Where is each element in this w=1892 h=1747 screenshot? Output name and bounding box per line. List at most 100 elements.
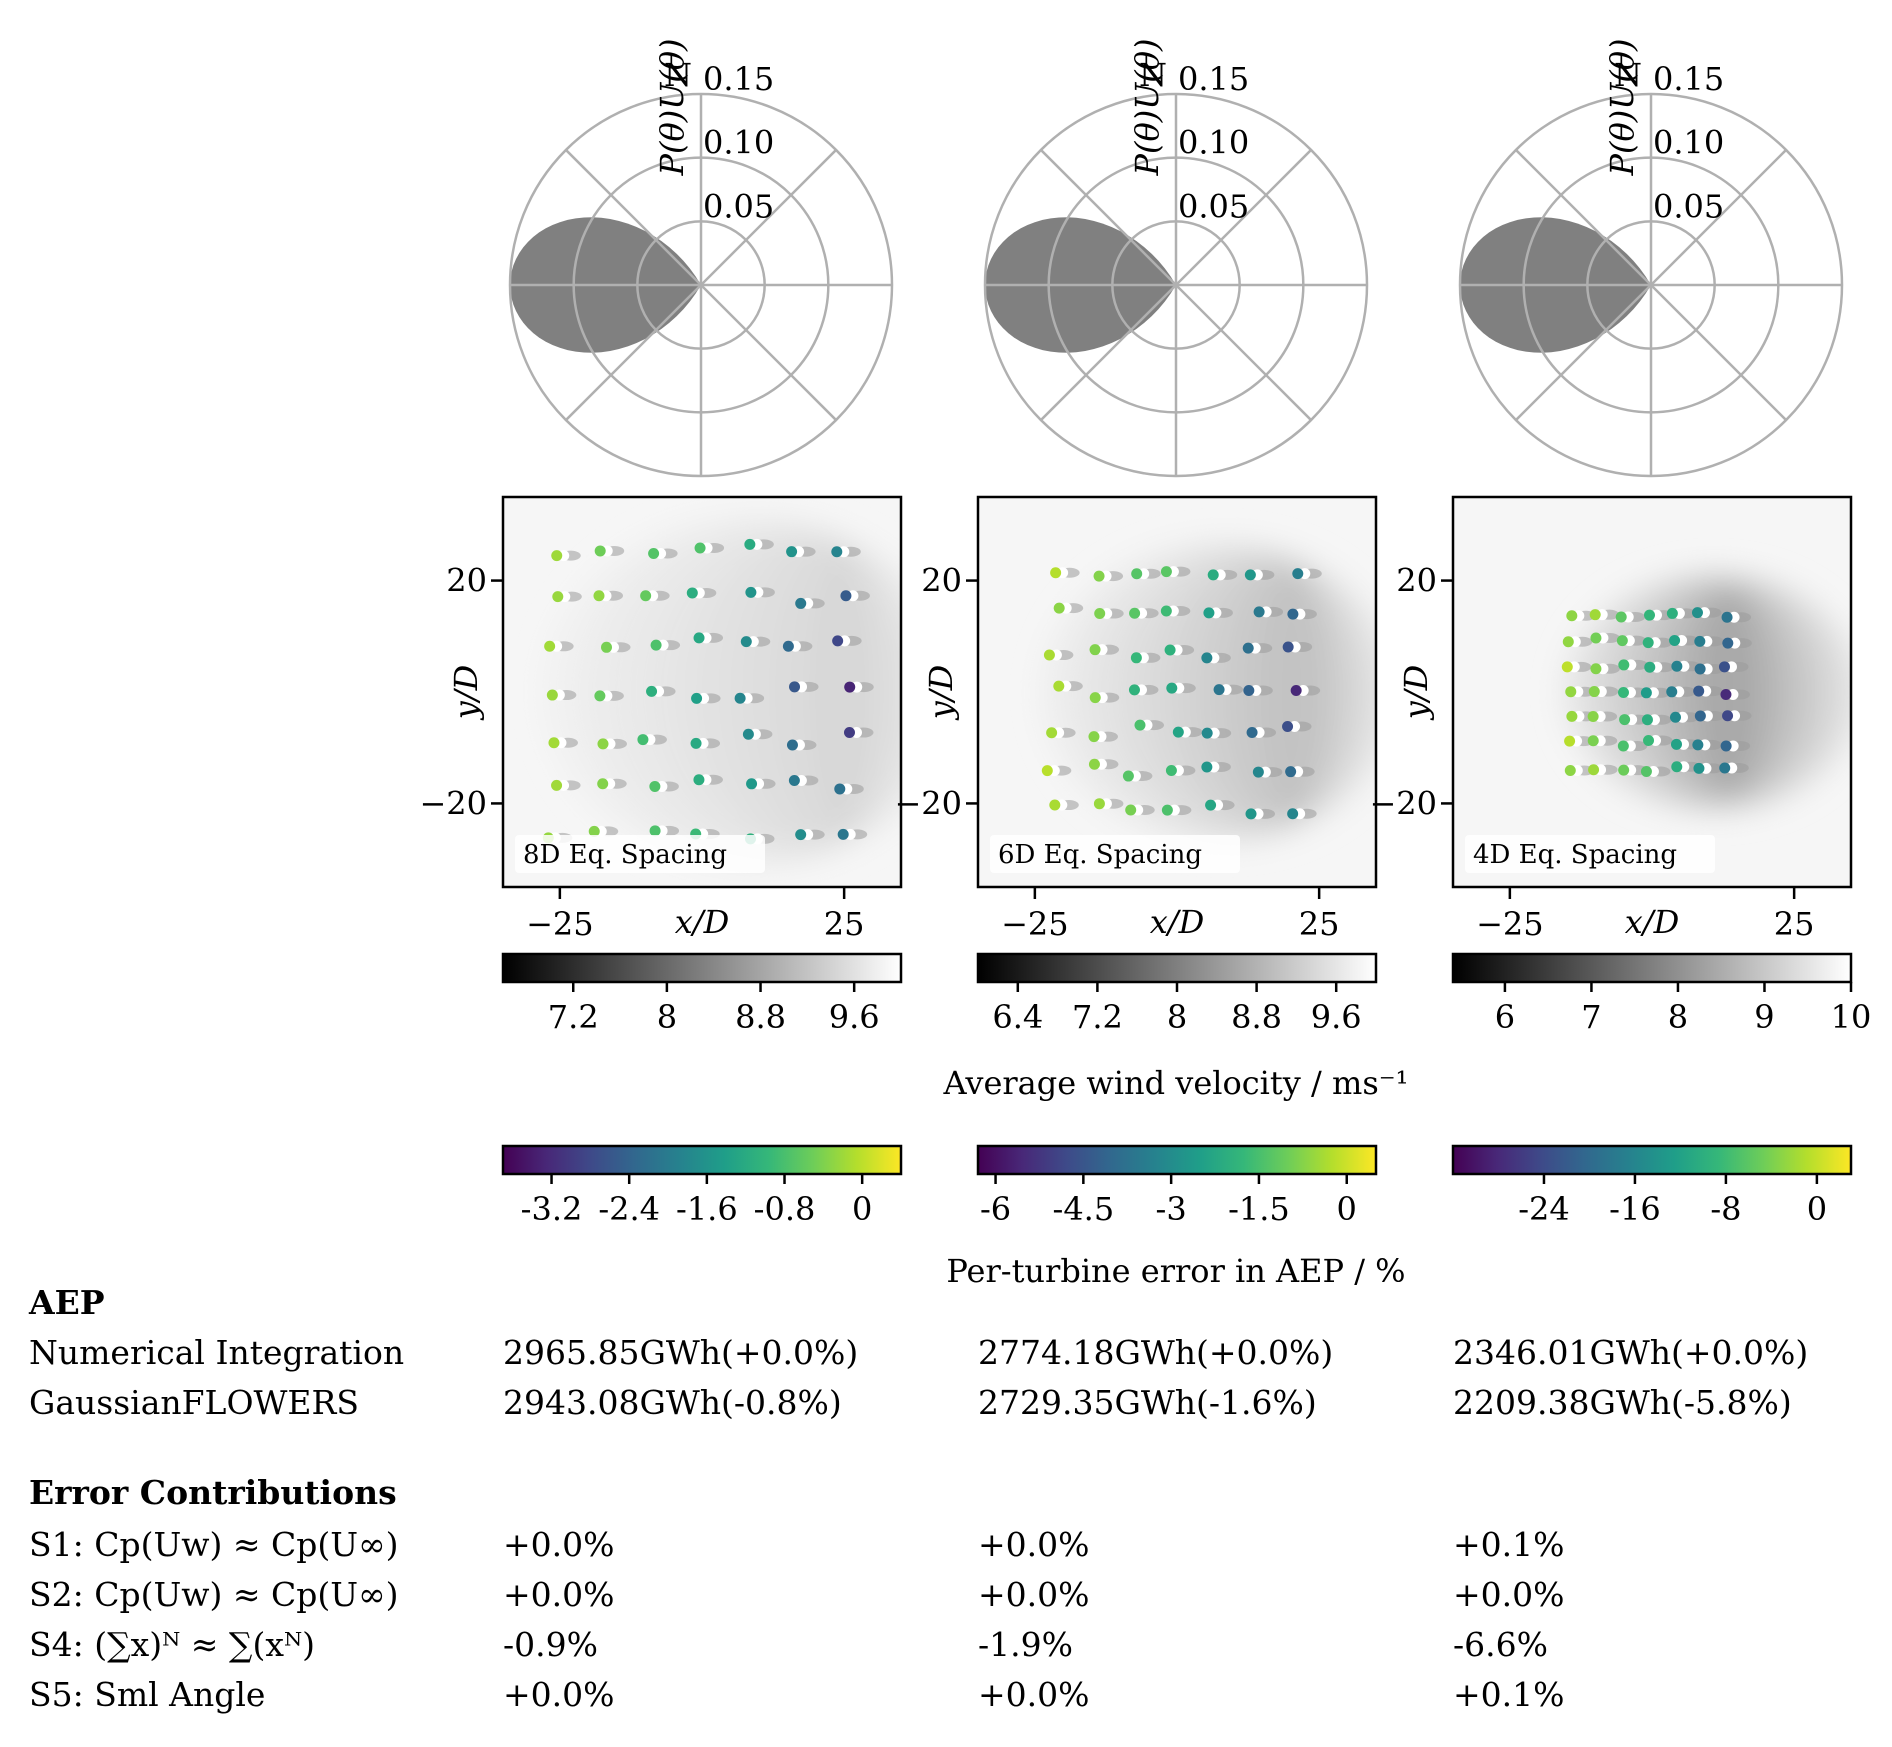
turbine-marker	[746, 778, 758, 790]
turbine-marker	[1564, 735, 1576, 747]
turbine-marker	[1566, 610, 1578, 622]
turbine-marker	[1671, 660, 1683, 672]
rose-r-tick-label: 0.10	[703, 124, 774, 162]
y-axis-label: y/D	[447, 665, 485, 722]
x-tick-label: 25	[824, 905, 865, 943]
turbine-marker	[1207, 569, 1219, 581]
turbine-marker	[1617, 740, 1629, 752]
turbine-marker	[1720, 740, 1732, 752]
velocity-colorbar-tick-label: 9.6	[829, 998, 880, 1036]
turbine-marker	[795, 829, 807, 841]
error-colorbar-tick-label: -2.4	[598, 1190, 660, 1228]
error-row-value: -6.6%	[1453, 1625, 1548, 1664]
error-colorbar-tick-label: -6	[980, 1190, 1011, 1228]
y-tick-label: −20	[894, 784, 962, 822]
turbine-marker	[744, 538, 756, 550]
error-row-value: +0.1%	[1453, 1525, 1565, 1564]
turbine-marker	[686, 587, 698, 599]
turbine-marker	[832, 635, 844, 647]
aep-row-value: 2774.18GWh(+0.0%)	[978, 1333, 1334, 1372]
turbine-marker	[1201, 761, 1213, 773]
error-row-value: +0.0%	[503, 1525, 615, 1564]
turbine-marker	[1643, 735, 1655, 747]
turbine-marker	[1589, 609, 1601, 621]
turbine-marker	[1618, 659, 1630, 671]
turbine-marker	[782, 640, 794, 652]
y-tick-label: 20	[921, 562, 962, 600]
turbine-marker	[593, 590, 605, 602]
turbine-marker	[597, 738, 609, 750]
error-row-label: S1: Cp(Uw) ≈ Cp(U∞)	[29, 1525, 399, 1564]
turbine-marker	[1089, 692, 1101, 704]
x-axis-label: x/D	[675, 903, 729, 941]
turbine-marker	[1201, 652, 1213, 664]
turbine-marker	[1243, 685, 1255, 697]
error-row-label: S4: (∑x)ᴺ ≈ ∑(xᴺ)	[29, 1625, 316, 1664]
label-background	[1465, 835, 1715, 873]
rose-r-axis-label: P(θ)U(θ)	[1603, 39, 1641, 177]
turbine-marker	[788, 774, 800, 786]
error-row-value: -1.9%	[978, 1625, 1073, 1664]
wind-rose: N 0.05 0.10 0.15 P(θ)U(θ)	[1458, 39, 1844, 478]
turbine-marker	[1282, 721, 1294, 733]
turbine-marker	[745, 586, 757, 598]
turbine-marker	[1693, 685, 1705, 697]
rose-spoke	[1650, 149, 1787, 286]
turbine-marker	[1616, 635, 1628, 647]
turbine-marker	[1282, 641, 1294, 653]
velocity-colorbar-tick-label: 8	[657, 998, 677, 1036]
velocity-field	[978, 497, 1376, 887]
turbine-marker	[742, 728, 754, 740]
error-row-value: +0.0%	[978, 1575, 1090, 1614]
turbine-marker	[1050, 567, 1062, 579]
rose-r-tick-label: 0.10	[1653, 124, 1724, 162]
turbine-marker	[786, 739, 798, 751]
turbine-marker	[1161, 804, 1173, 816]
turbine-marker	[1046, 727, 1058, 739]
velocity-colorbar-tick-label: 9.6	[1311, 998, 1362, 1036]
turbine-marker	[588, 825, 600, 837]
turbine-marker	[648, 547, 660, 559]
error-row-value: +0.0%	[978, 1675, 1090, 1714]
aep-row-value: 2346.01GWh(+0.0%)	[1453, 1333, 1809, 1372]
spacing-label-box: 6D Eq. Spacing	[990, 835, 1240, 873]
turbine-marker	[1125, 804, 1137, 816]
turbine-marker	[1718, 661, 1730, 673]
turbine-marker	[1564, 764, 1576, 776]
wind-rose: N 0.05 0.10 0.15 P(θ)U(θ)	[508, 39, 894, 478]
turbine-marker	[1587, 710, 1599, 722]
velocity-colorbar-tick-label: 9	[1754, 998, 1774, 1036]
turbine-marker	[1203, 607, 1215, 619]
x-tick-label: −25	[1001, 905, 1069, 943]
turbine-marker	[1671, 761, 1683, 773]
x-tick-label: 25	[1774, 905, 1815, 943]
turbine-marker	[693, 632, 705, 644]
turbine-marker	[1561, 661, 1573, 673]
turbine-marker	[1093, 798, 1105, 810]
rose-spoke	[565, 284, 702, 421]
turbine-marker	[1041, 765, 1053, 777]
turbine-marker	[601, 641, 613, 653]
velocity-colorbar-label: Average wind velocity / ms⁻¹	[943, 1064, 1409, 1102]
turbine-marker	[1720, 688, 1732, 700]
turbine-marker	[1245, 808, 1257, 820]
turbine-marker	[1049, 799, 1061, 811]
turbine-marker	[795, 597, 807, 609]
y-tick-label: −20	[419, 784, 487, 822]
turbine-marker	[1165, 765, 1177, 777]
error-row-label: S2: Cp(Uw) ≈ Cp(U∞)	[29, 1575, 399, 1614]
turbine-marker	[1160, 566, 1172, 578]
turbine-marker	[1242, 642, 1254, 654]
turbine-marker	[694, 542, 706, 554]
x-axis-label: x/D	[1625, 903, 1679, 941]
rose-spoke	[1515, 284, 1652, 421]
turbine-marker	[1692, 739, 1704, 751]
turbine-marker	[1694, 635, 1706, 647]
turbine-marker	[844, 681, 856, 693]
turbine-marker	[1166, 682, 1178, 694]
turbine-marker	[1693, 762, 1705, 774]
turbine-marker	[594, 690, 606, 702]
error-colorbar	[501, 1144, 903, 1176]
rose-spoke	[700, 149, 837, 286]
